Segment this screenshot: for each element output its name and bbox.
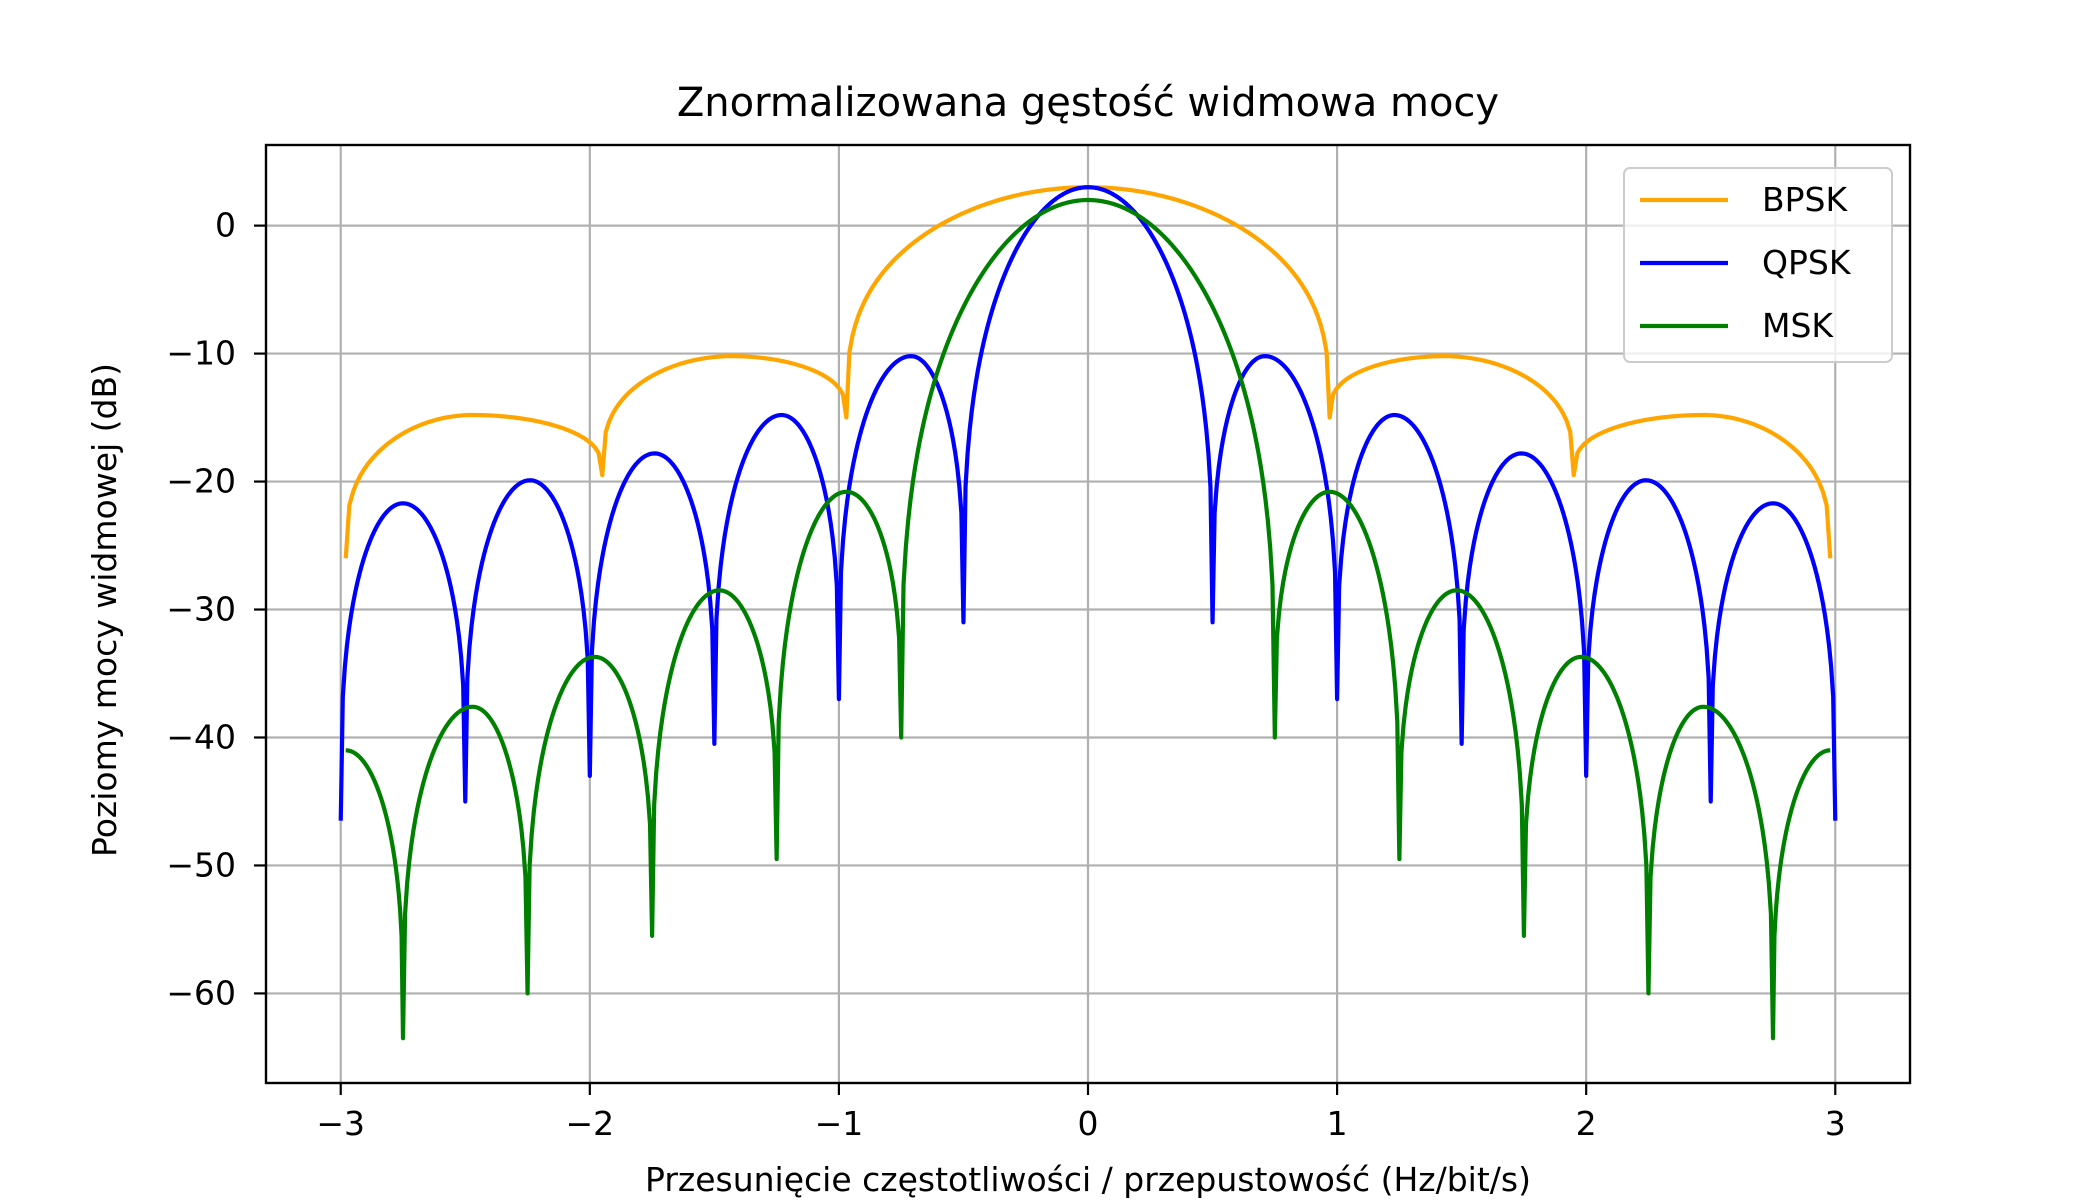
series-line-msk — [345, 197, 1831, 1041]
y-tick-label: −60 — [166, 973, 236, 1012]
legend-box — [1623, 167, 1893, 363]
chart-title: Znormalizowana gęstość widmowa mocy — [677, 80, 1499, 126]
y-tick-label: −10 — [166, 334, 236, 373]
series-line-qpsk — [338, 185, 1838, 821]
legend: BPSK QPSK MSK — [1623, 167, 1893, 363]
y-tick-label: −20 — [166, 462, 236, 501]
x-tick-label: −3 — [316, 1104, 365, 1143]
x-tick-label: 0 — [1078, 1104, 1099, 1143]
x-tick-label: 3 — [1825, 1104, 1846, 1143]
axes: −3 −2 −1 0 1 2 30−10−20−30−40−50−60 — [166, 143, 1912, 1143]
x-tick-label: −1 — [815, 1104, 864, 1143]
legend-label-msk: MSK — [1762, 306, 1834, 345]
legend-label-bpsk: BPSK — [1762, 180, 1848, 219]
x-tick-label: 2 — [1576, 1104, 1597, 1143]
x-tick-label: −2 — [565, 1104, 614, 1143]
y-tick-label: −50 — [166, 845, 236, 884]
y-tick-label: −30 — [166, 590, 236, 629]
y-tick-label: −40 — [166, 717, 236, 756]
y-axis-title: Poziomy mocy widmowej (dB) — [85, 363, 124, 857]
y-tick-label: 0 — [215, 206, 236, 245]
x-tick-label: 1 — [1327, 1104, 1348, 1143]
x-axis-title: Przesunięcie częstotliwości / przepustow… — [645, 1160, 1531, 1199]
series-layer — [338, 185, 1838, 1041]
legend-label-qpsk: QPSK — [1762, 243, 1852, 282]
